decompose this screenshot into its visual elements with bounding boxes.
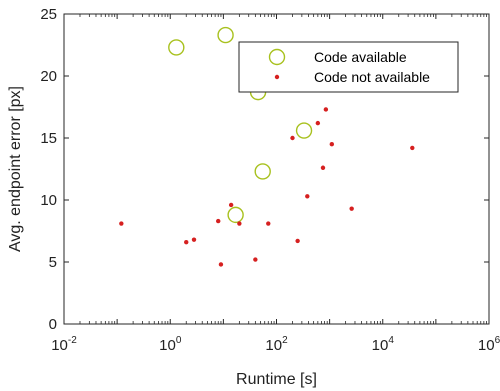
series-code-not-available xyxy=(119,107,415,267)
data-point-code-not-available xyxy=(410,145,415,151)
data-point-code-not-available xyxy=(184,239,189,245)
data-point-code-not-available xyxy=(305,194,310,199)
data-point-code-not-available xyxy=(253,257,258,262)
data-point-code-not-available xyxy=(295,238,300,244)
axis-tick-labels: 10-2 100 102 104 106 0 5 10 15 20 25 xyxy=(40,6,500,354)
legend: Code available Code not available xyxy=(238,41,459,93)
y-axis-title: Avg. endpoint error [px] xyxy=(7,86,24,252)
y-tick-label: 20 xyxy=(40,68,57,85)
data-point-code-not-available xyxy=(237,221,242,226)
y-tick-label: 0 xyxy=(49,316,57,333)
data-point-code-not-available xyxy=(349,206,354,211)
data-points xyxy=(119,26,415,267)
data-point-code-not-available xyxy=(191,237,197,242)
data-point-code-available xyxy=(254,163,271,180)
y-tick-label: 5 xyxy=(49,254,57,271)
data-point-code-not-available xyxy=(290,135,295,141)
data-point-code-available xyxy=(227,206,244,224)
legend-marker-code-available xyxy=(268,48,286,66)
x-tick-label: 102 xyxy=(265,335,288,354)
axis-ticks xyxy=(63,13,490,325)
legend-label-code-available: Code available xyxy=(314,49,407,65)
data-point-code-not-available xyxy=(119,221,124,226)
x-tick-label: 106 xyxy=(478,335,500,354)
data-point-code-not-available xyxy=(329,142,335,147)
data-point-code-not-available xyxy=(218,262,224,267)
data-point-code-available xyxy=(168,39,185,56)
y-tick-label: 15 xyxy=(40,130,57,147)
legend-marker-code-not-available xyxy=(274,74,280,80)
y-tick-label: 25 xyxy=(40,6,57,23)
data-point-code-not-available xyxy=(315,120,321,126)
data-point-code-not-available xyxy=(216,218,221,224)
data-point-code-not-available xyxy=(320,165,326,170)
data-point-code-available xyxy=(295,122,313,139)
x-axis-title: Runtime [s] xyxy=(236,371,317,388)
data-point-code-available xyxy=(217,26,234,44)
data-point-code-not-available xyxy=(228,202,234,208)
x-tick-label: 10-2 xyxy=(51,335,77,354)
legend-label-code-not-available: Code not available xyxy=(314,69,430,85)
x-tick-label: 104 xyxy=(372,335,395,354)
data-point-code-not-available xyxy=(266,221,271,226)
y-tick-label: 10 xyxy=(40,192,57,209)
data-point-code-not-available xyxy=(323,107,329,112)
x-tick-label: 100 xyxy=(159,335,182,354)
